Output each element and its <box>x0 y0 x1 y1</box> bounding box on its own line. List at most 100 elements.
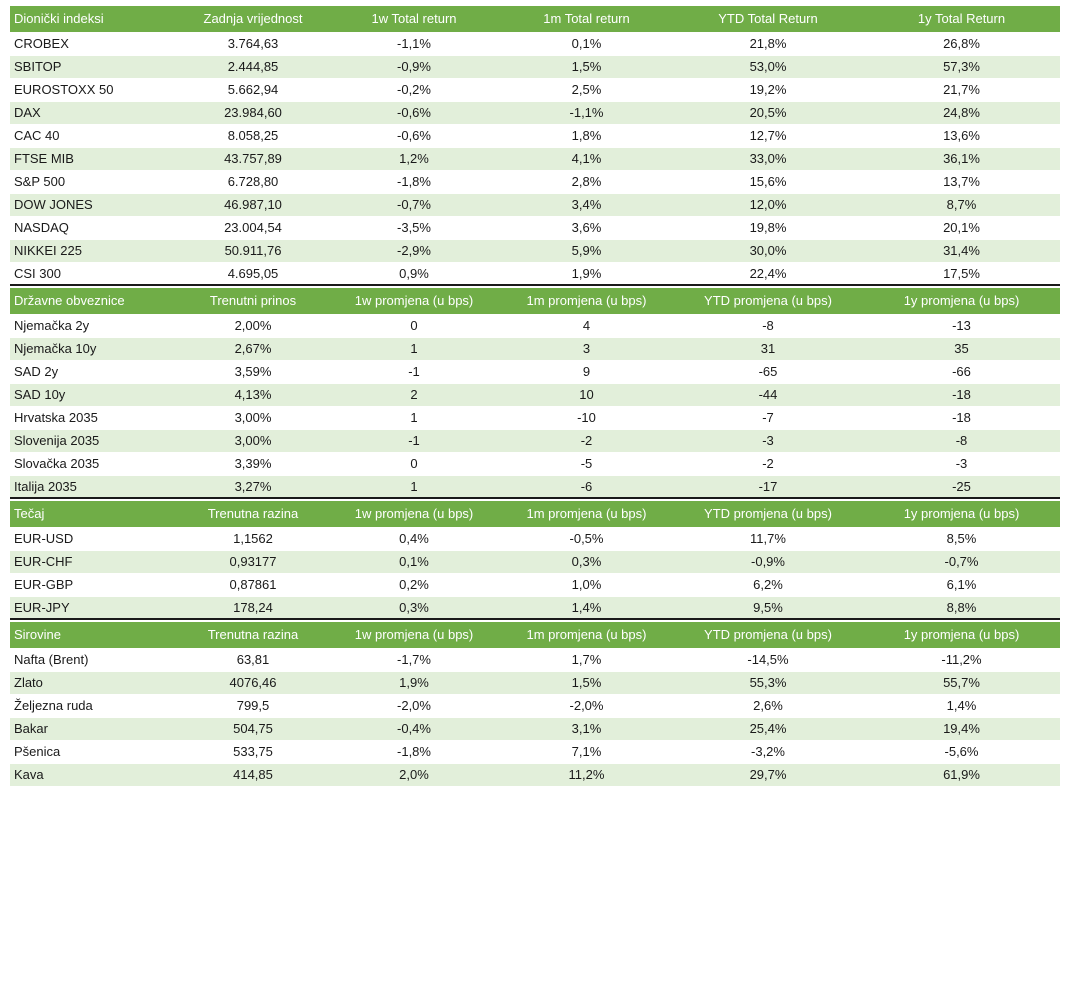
table-cell: 3,4% <box>500 193 673 217</box>
row-label: CAC 40 <box>10 124 178 148</box>
row-label: Italija 2035 <box>10 475 178 499</box>
table-cell: 55,3% <box>673 671 863 695</box>
table-row: SAD 2y 3,59% -1 9 -65 -66 <box>10 360 1060 384</box>
column-header: 1y promjena (u bps) <box>863 288 1060 315</box>
section-divider-line <box>10 284 1060 288</box>
row-label: DOW JONES <box>10 193 178 217</box>
column-header: Trenutna razina <box>178 501 328 528</box>
table-row: Hrvatska 2035 3,00% 1 -10 -7 -18 <box>10 406 1060 430</box>
table-cell: -1,1% <box>328 32 500 56</box>
table-cell: -0,6% <box>328 101 500 125</box>
table-cell: 55,7% <box>863 671 1060 695</box>
table-cell: 1,4% <box>500 596 673 620</box>
section-title: Dionički indeksi <box>10 6 178 33</box>
table-cell: 6,1% <box>863 573 1060 597</box>
table-cell: -2 <box>673 452 863 476</box>
table-cell: 178,24 <box>178 596 328 620</box>
table-cell: -18 <box>863 406 1060 430</box>
table-cell: 0,4% <box>328 527 500 551</box>
table-cell: 61,9% <box>863 763 1060 787</box>
table-cell: 1,9% <box>500 262 673 286</box>
table-cell: -2,0% <box>328 694 500 718</box>
table-cell: -44 <box>673 383 863 407</box>
table-cell: 25,4% <box>673 717 863 741</box>
table-cell: 1,7% <box>500 648 673 672</box>
table-row: Željezna ruda 799,5 -2,0% -2,0% 2,6% 1,4% <box>10 694 1060 718</box>
table-row: CROBEX 3.764,63 -1,1% 0,1% 21,8% 26,8% <box>10 32 1060 56</box>
column-header: YTD promjena (u bps) <box>673 501 863 528</box>
row-label: Kava <box>10 763 178 787</box>
table-cell: -1,1% <box>500 101 673 125</box>
table-cell: 2.444,85 <box>178 55 328 79</box>
table-cell: 13,6% <box>863 124 1060 148</box>
table-row: Zlato 4076,46 1,9% 1,5% 55,3% 55,7% <box>10 671 1060 695</box>
table-cell: 9,5% <box>673 596 863 620</box>
row-label: Bakar <box>10 717 178 741</box>
section-divider <box>10 284 1060 288</box>
table-row: Njemačka 10y 2,67% 1 3 31 35 <box>10 337 1060 361</box>
table-cell: 13,7% <box>863 170 1060 194</box>
table-cell: -11,2% <box>863 648 1060 672</box>
table-cell: -8 <box>673 314 863 338</box>
column-header: 1m Total return <box>500 6 673 33</box>
table-row: EUR-CHF 0,93177 0,1% 0,3% -0,9% -0,7% <box>10 550 1060 574</box>
table-cell: 29,7% <box>673 763 863 787</box>
table-cell: -8 <box>863 429 1060 453</box>
table-row: Italija 2035 3,27% 1 -6 -17 -25 <box>10 475 1060 499</box>
table-cell: 414,85 <box>178 763 328 787</box>
table-cell: 12,0% <box>673 193 863 217</box>
row-label: Pšenica <box>10 740 178 764</box>
table-row: EUR-USD 1,1562 0,4% -0,5% 11,7% 8,5% <box>10 527 1060 551</box>
table-cell: 0,9% <box>328 262 500 286</box>
row-label: Željezna ruda <box>10 694 178 718</box>
table-cell: -0,7% <box>328 193 500 217</box>
table-cell: 19,8% <box>673 216 863 240</box>
table-cell: 3,6% <box>500 216 673 240</box>
table-row: S&P 500 6.728,80 -1,8% 2,8% 15,6% 13,7% <box>10 170 1060 194</box>
table-cell: 8,8% <box>863 596 1060 620</box>
table-cell: -3,5% <box>328 216 500 240</box>
table-cell: 1,9% <box>328 671 500 695</box>
table-cell: 3,00% <box>178 406 328 430</box>
table-row: Njemačka 2y 2,00% 0 4 -8 -13 <box>10 314 1060 338</box>
table-cell: 19,4% <box>863 717 1060 741</box>
table-cell: 0,87861 <box>178 573 328 597</box>
table-row: EUROSTOXX 50 5.662,94 -0,2% 2,5% 19,2% 21,7% <box>10 78 1060 102</box>
table-row: NASDAQ 23.004,54 -3,5% 3,6% 19,8% 20,1% <box>10 216 1060 240</box>
table-cell: 0 <box>328 314 500 338</box>
table-cell: -1 <box>328 429 500 453</box>
table-cell: -14,5% <box>673 648 863 672</box>
table-cell: 6,2% <box>673 573 863 597</box>
section-header-row: Sirovine Trenutna razina 1w promjena (u bp… <box>10 622 1060 649</box>
section-title: Državne obveznice <box>10 288 178 315</box>
table-cell: 7,1% <box>500 740 673 764</box>
row-label: Njemačka 2y <box>10 314 178 338</box>
table-cell: 31 <box>673 337 863 361</box>
table-cell: 46.987,10 <box>178 193 328 217</box>
column-header: YTD promjena (u bps) <box>673 622 863 649</box>
section-header-row: Državne obveznice Trenutni prinos 1w promj… <box>10 288 1060 315</box>
table-cell: -66 <box>863 360 1060 384</box>
column-header: Trenutni prinos <box>178 288 328 315</box>
table-cell: 50.911,76 <box>178 239 328 263</box>
table-cell: 9 <box>500 360 673 384</box>
row-label: EUR-GBP <box>10 573 178 597</box>
table-cell: 10 <box>500 383 673 407</box>
table-cell: 4,1% <box>500 147 673 171</box>
table-cell: 3 <box>500 337 673 361</box>
row-label: EUR-USD <box>10 527 178 551</box>
table-cell: 19,2% <box>673 78 863 102</box>
row-label: CSI 300 <box>10 262 178 286</box>
row-label: Hrvatska 2035 <box>10 406 178 430</box>
table-cell: -65 <box>673 360 863 384</box>
row-label: SBITOP <box>10 55 178 79</box>
row-label: Slovačka 2035 <box>10 452 178 476</box>
table-cell: 1,4% <box>863 694 1060 718</box>
table-cell: 26,8% <box>863 32 1060 56</box>
table-cell: -17 <box>673 475 863 499</box>
table-cell: 0,3% <box>500 550 673 574</box>
table-cell: -0,9% <box>673 550 863 574</box>
table-cell: 20,5% <box>673 101 863 125</box>
row-label: Njemačka 10y <box>10 337 178 361</box>
table-cell: 3,00% <box>178 429 328 453</box>
